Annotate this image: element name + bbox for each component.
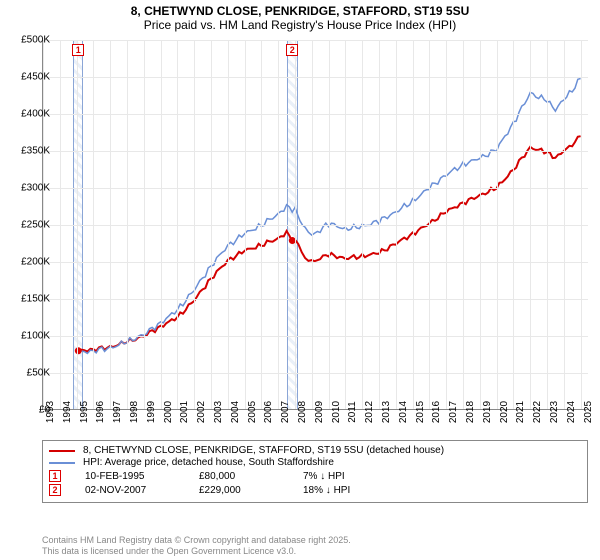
x-axis-label: 2011 xyxy=(347,401,358,423)
x-axis-label: 2009 xyxy=(314,401,325,423)
y-axis-label: £200K xyxy=(21,257,50,268)
x-axis-label: 2002 xyxy=(196,401,207,423)
x-axis-label: 1994 xyxy=(62,401,73,423)
x-axis-label: 1996 xyxy=(95,401,106,423)
x-axis-label: 2013 xyxy=(381,401,392,423)
x-axis-label: 2006 xyxy=(263,401,274,423)
legend-series-price: 8, CHETWYND CLOSE, PENKRIDGE, STAFFORD, … xyxy=(49,445,581,456)
x-axis-label: 2008 xyxy=(297,401,308,423)
legend-label-hpi: HPI: Average price, detached house, Sout… xyxy=(83,457,334,468)
x-axis-label: 1998 xyxy=(129,401,140,423)
x-axis-label: 2014 xyxy=(398,401,409,423)
y-axis-label: £450K xyxy=(21,72,50,83)
x-axis-label: 1995 xyxy=(79,401,90,423)
attribution: Contains HM Land Registry data © Crown c… xyxy=(42,535,351,557)
plot-area: 12 xyxy=(42,40,588,410)
sale-marker-1: 1 xyxy=(72,44,84,56)
sale-delta: 7% ↓ HPI xyxy=(303,471,345,482)
sale-marker-icon: 2 xyxy=(49,484,61,496)
x-axis-label: 2005 xyxy=(247,401,258,423)
legend-series-hpi: HPI: Average price, detached house, Sout… xyxy=(49,457,581,468)
x-axis-label: 2010 xyxy=(331,401,342,423)
title-line-2: Price paid vs. HM Land Registry's House … xyxy=(0,18,600,32)
y-axis-label: £350K xyxy=(21,146,50,157)
sale-marker-2: 2 xyxy=(286,44,298,56)
x-axis-label: 2007 xyxy=(280,401,291,423)
sale-price: £80,000 xyxy=(199,471,279,482)
legend-sale-1: 1 10-FEB-1995 £80,000 7% ↓ HPI xyxy=(49,470,581,482)
x-axis-label: 2000 xyxy=(163,401,174,423)
y-axis-label: £50K xyxy=(27,368,50,379)
x-axis-label: 2004 xyxy=(230,401,241,423)
y-axis-label: £100K xyxy=(21,331,50,342)
x-axis-label: 2024 xyxy=(566,401,577,423)
x-axis-label: 2020 xyxy=(499,401,510,423)
x-axis-label: 2003 xyxy=(213,401,224,423)
x-axis-label: 1997 xyxy=(112,401,123,423)
x-axis-label: 2001 xyxy=(179,401,190,423)
x-axis-label: 2016 xyxy=(431,401,442,423)
chart-container: 8, CHETWYND CLOSE, PENKRIDGE, STAFFORD, … xyxy=(0,0,600,560)
sale-date: 10-FEB-1995 xyxy=(85,471,175,482)
y-axis-label: £300K xyxy=(21,183,50,194)
legend-sale-2: 2 02-NOV-2007 £229,000 18% ↓ HPI xyxy=(49,484,581,496)
x-axis-label: 1999 xyxy=(146,401,157,423)
attrib-line-2: This data is licensed under the Open Gov… xyxy=(42,546,351,557)
x-axis-label: 2018 xyxy=(465,401,476,423)
title-line-1: 8, CHETWYND CLOSE, PENKRIDGE, STAFFORD, … xyxy=(0,4,600,18)
x-axis-label: 2015 xyxy=(415,401,426,423)
x-axis-label: 2022 xyxy=(532,401,543,423)
chart-title: 8, CHETWYND CLOSE, PENKRIDGE, STAFFORD, … xyxy=(0,0,600,34)
x-axis-label: 2012 xyxy=(364,401,375,423)
sale-delta: 18% ↓ HPI xyxy=(303,485,350,496)
x-axis-label: 2021 xyxy=(515,401,526,423)
x-axis-label: 2017 xyxy=(448,401,459,423)
x-axis-label: 1993 xyxy=(45,401,56,423)
sale-price: £229,000 xyxy=(199,485,279,496)
legend-label-price: 8, CHETWYND CLOSE, PENKRIDGE, STAFFORD, … xyxy=(83,445,444,456)
x-axis-label: 2019 xyxy=(482,401,493,423)
sale-date: 02-NOV-2007 xyxy=(85,485,175,496)
legend-box: 8, CHETWYND CLOSE, PENKRIDGE, STAFFORD, … xyxy=(42,440,588,503)
x-axis-label: 2025 xyxy=(583,401,594,423)
sale-marker-icon: 1 xyxy=(49,470,61,482)
legend-swatch-blue xyxy=(49,462,75,464)
legend-swatch-red xyxy=(49,450,75,452)
y-axis-label: £250K xyxy=(21,220,50,231)
x-axis-label: 2023 xyxy=(549,401,560,423)
attrib-line-1: Contains HM Land Registry data © Crown c… xyxy=(42,535,351,546)
y-axis-label: £150K xyxy=(21,294,50,305)
y-axis-label: £400K xyxy=(21,109,50,120)
y-axis-label: £500K xyxy=(21,35,50,46)
